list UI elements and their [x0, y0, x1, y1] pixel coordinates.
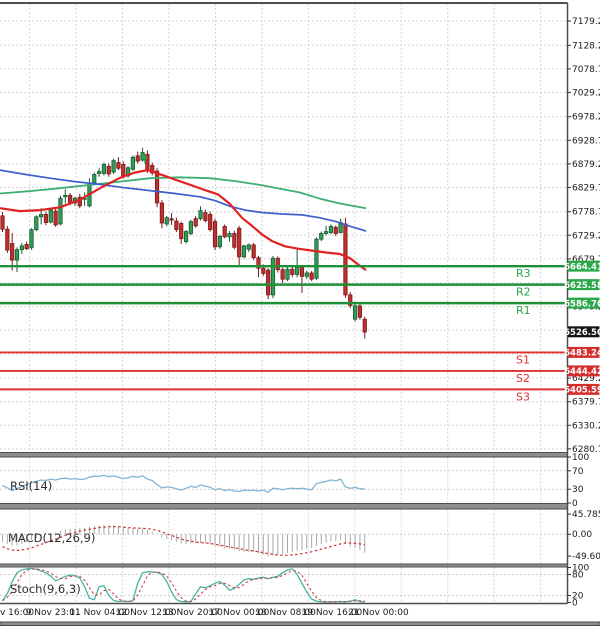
level-label-R1: R1 [516, 304, 531, 317]
price-axis-label: 6928.70 [572, 136, 600, 146]
splitter-macd-stoch[interactable] [0, 564, 567, 567]
level-label-S3: S3 [516, 390, 530, 403]
ma-slow-green [0, 176, 367, 210]
indicator-axis-label: 30 [572, 485, 584, 495]
price-tag-S3: 6405.59 [564, 386, 600, 396]
price-axis-label: 7078.70 [572, 65, 600, 75]
price-axis-label: 7128.20 [572, 41, 600, 51]
main-plot-area[interactable] [0, 3, 567, 452]
ma-medium-blue [0, 169, 367, 232]
fractal-marker [142, 154, 148, 164]
rsi-line [2, 474, 365, 494]
candles [0, 147, 367, 339]
price-axis-label: 6330.20 [572, 421, 600, 431]
time-axis-label: 13 Nov 20:00 [162, 608, 223, 618]
level-label-S2: S2 [516, 372, 530, 385]
price-tag-R2: 6625.58 [564, 281, 600, 291]
splitter-main-rsi[interactable] [0, 452, 567, 457]
price-axis-label: 6429.20 [572, 374, 600, 384]
moving-averages [0, 169, 367, 271]
indicator-axis-label: 20 [572, 592, 584, 602]
stoch-label: Stoch(9,6,3) [10, 582, 81, 596]
indicator-axis-label: 0 [572, 599, 578, 609]
indicator-axis-label: 80 [572, 571, 584, 581]
rsi-panel [0, 457, 568, 503]
indicator-axis-label: 70 [572, 467, 584, 477]
time-axis-label: 17 Nov 00:00 [209, 608, 270, 618]
splitter-rsi-macd[interactable] [0, 503, 567, 509]
ma-fast-red [0, 169, 367, 271]
price-axis-label: 6280.70 [572, 445, 600, 455]
macd-plot-area[interactable] [0, 509, 567, 564]
time-axis-label: 9 Nov 23:01 [26, 608, 81, 618]
price-axis-label: 6729.20 [572, 231, 600, 241]
level-label-S1: S1 [516, 353, 530, 366]
time-axis: v 16:009 Nov 23:0111 Nov 04:0012 Nov 12:… [0, 608, 409, 618]
time-axis-area[interactable] [0, 604, 567, 622]
price-axis-area[interactable] [568, 3, 600, 603]
price-tag-R3: 6664.41 [564, 262, 600, 272]
stoch-k-line [1, 567, 365, 603]
price-axis-label: 6379.70 [572, 398, 600, 408]
macd-panel [0, 509, 568, 564]
indicator-axis-label: 100 [572, 453, 589, 463]
price-axis-label: 6829.70 [572, 183, 600, 193]
price-tag-R1: 6586.76 [564, 299, 600, 309]
level-label-R2: R2 [516, 286, 531, 299]
indicator-axis-label: 45.785 [572, 510, 600, 520]
price-axis-label: 6679.70 [572, 255, 600, 265]
price-axis-label: 6778.70 [572, 208, 600, 218]
price-axis-label: 6978.20 [572, 113, 600, 123]
indicator-axis-label: 0.00 [572, 530, 592, 540]
price-axis-label: 7179.20 [572, 17, 600, 27]
indicator-axis-label: -49.605 [572, 552, 600, 562]
macd-signal-line [2, 526, 365, 556]
macd-label: MACD(12,26,9) [8, 531, 95, 545]
indicator-axis-label: 0 [572, 499, 578, 509]
stoch-plot-area[interactable] [0, 567, 567, 603]
price-tag-S2: 6444.42 [564, 367, 600, 377]
rsi-label: RSI(14) [10, 479, 52, 493]
main-grid [0, 4, 568, 452]
stoch-panel [0, 567, 568, 603]
time-axis-label: 11 Nov 04:00 [69, 608, 130, 618]
support-resistance-lines: R3 R2 R1 S1 S2 S3 [0, 264, 568, 403]
time-axis-label: 21 Nov 00:00 [348, 608, 409, 618]
time-axis-label: 18 Nov 08:00 [255, 608, 316, 618]
price-tag-S1: 6483.24 [564, 349, 600, 359]
price-axis-label: 7029.20 [572, 88, 600, 98]
level-label-R3: R3 [516, 267, 531, 280]
price-axis-label: 6879.20 [572, 160, 600, 170]
rsi-plot-area[interactable] [0, 457, 567, 503]
price-axis: 7179.20 7128.20 7078.70 7029.20 6978.20 6928.… [564, 17, 600, 609]
time-axis-label: 12 Nov 12:00 [116, 608, 177, 618]
time-axis-label: 19 Nov 16:00 [302, 608, 363, 618]
time-axis-label: v 16:00 [0, 608, 34, 618]
current-price-tag: 6526.50 [564, 328, 600, 338]
indicator-axis-label: 100 [572, 564, 589, 574]
